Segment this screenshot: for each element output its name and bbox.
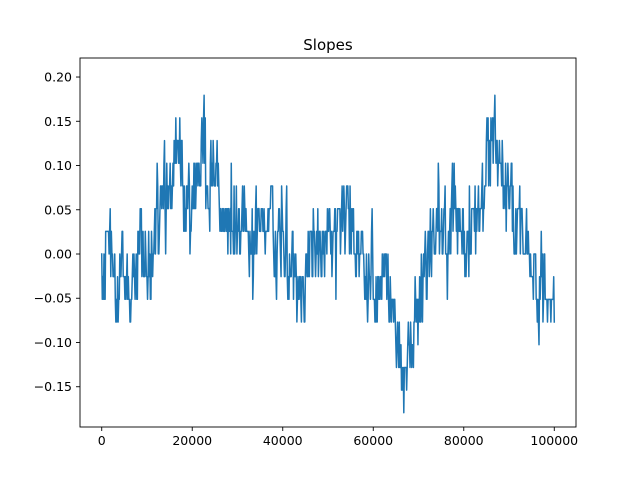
y-tick-label: 0.15 [44, 114, 72, 129]
x-tick-label: 40000 [263, 433, 303, 448]
y-tick-label: 0.10 [44, 158, 72, 173]
x-tick-label: 80000 [444, 433, 484, 448]
plot-area-frame [79, 57, 577, 428]
y-tick-label: −0.05 [34, 291, 72, 306]
x-axis: 0 20000 40000 60000 80000 100000 [98, 427, 578, 448]
y-tick-label: −0.10 [34, 335, 72, 350]
x-tick-label: 60000 [353, 433, 393, 448]
y-tick-label: 0.05 [44, 202, 72, 217]
series-layer [100, 94, 556, 414]
x-tick-label: 0 [98, 433, 106, 448]
y-tick-label: −0.15 [34, 379, 72, 394]
y-tick-label: 0.20 [44, 70, 72, 85]
y-tick-label: 0.00 [44, 247, 72, 262]
series-line-0 [100, 94, 556, 414]
x-tick-label: 100000 [530, 433, 578, 448]
x-tick-label: 20000 [172, 433, 212, 448]
chart-title: Slopes [303, 36, 353, 54]
y-axis: −0.15 −0.10 −0.05 0.00 0.05 0.10 0.15 0.20 [34, 70, 80, 394]
